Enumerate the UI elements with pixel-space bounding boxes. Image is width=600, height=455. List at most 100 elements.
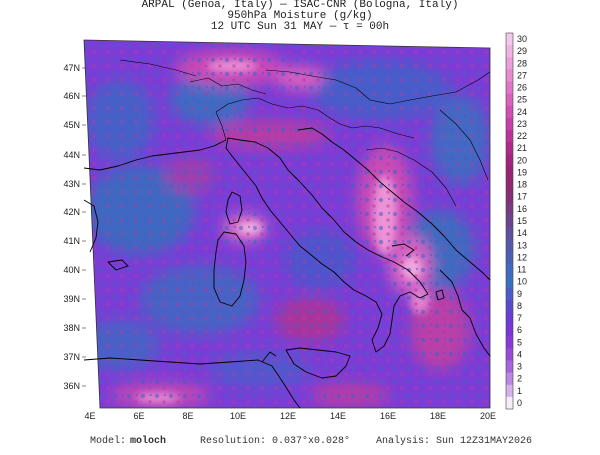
colorbar-label: 9 — [517, 289, 522, 299]
longitude-labels: 4E 6E 8E 10E 12E 14E 16E 18E 20E — [84, 411, 496, 421]
lon-label: 14E — [330, 411, 346, 421]
france-coast — [83, 139, 227, 171]
colorbar-label: 16 — [517, 204, 527, 214]
slovenia-border — [329, 117, 415, 139]
lat-label: 45N — [63, 120, 80, 130]
colorbar-swatch — [506, 360, 513, 374]
title-block: ARPAL (Genoa, Italy) — ISAC-CNR (Bologna… — [0, 0, 600, 33]
title-line-1: ARPAL (Genoa, Italy) — ISAC-CNR (Bologna… — [141, 0, 459, 11]
colorbar-swatch — [506, 287, 513, 301]
swiss-border — [189, 77, 267, 95]
colorbar-swatch — [506, 324, 513, 337]
hungary-border — [389, 71, 491, 105]
colorbar-labels: 3029282726252423222120191817161514131211… — [517, 34, 527, 408]
colorbar-label: 25 — [517, 95, 527, 105]
lon-label: 6E — [133, 411, 144, 421]
colorbar-label: 29 — [517, 46, 527, 56]
colorbar-label: 28 — [517, 58, 527, 68]
watermarks: ARPAL ARPAL ARPAL — [150, 408, 412, 419]
sardinia-coast — [213, 231, 247, 307]
lon-label: 4E — [84, 411, 95, 421]
colorbar-swatch — [506, 263, 513, 276]
colorbar-label: 7 — [517, 313, 522, 323]
colorbar-swatch — [506, 396, 513, 410]
colorbar-swatch — [506, 384, 513, 398]
colorbar-swatch — [506, 311, 513, 325]
latitude-labels: 47N 46N 45N 44N 43N 42N 41N 40N 39N 38N … — [63, 63, 80, 391]
balearic — [107, 259, 129, 271]
colorbar-label: 4 — [517, 349, 522, 359]
alpine-border — [215, 97, 331, 141]
colorbar-swatch — [506, 81, 513, 95]
title-line-3: 12 UTC Sun 31 MAY — τ = 00h — [210, 21, 390, 33]
colorbar-swatch — [506, 190, 513, 204]
colorbar-swatch — [506, 93, 513, 107]
balkan-coast — [297, 127, 491, 281]
lat-label: 47N — [63, 63, 80, 73]
colorbar-label: 14 — [517, 228, 527, 238]
lat-label: 38N — [63, 323, 80, 333]
lon-label: 16E — [380, 411, 396, 421]
lat-label: 42N — [63, 207, 80, 217]
gargano-heel — [391, 243, 415, 257]
lat-label: 40N — [63, 265, 80, 275]
colorbar-label: 18 — [517, 180, 527, 190]
colorbar-swatch — [506, 33, 513, 46]
title-line-2: 950hPa Moisture (g/kg) — [227, 10, 373, 22]
colorbar-swatch — [506, 275, 513, 289]
colorbar-label: 11 — [517, 265, 526, 275]
colorbar-swatch — [506, 166, 513, 179]
colorbar-label: 2 — [517, 374, 522, 384]
watermark-1: ARPAL — [150, 408, 182, 419]
colorbar-swatch — [506, 251, 513, 264]
lat-label: 36N — [63, 381, 80, 391]
colorbar-swatch — [506, 105, 513, 119]
bosnia-border — [365, 147, 457, 207]
watermark-3: ARPAL — [380, 408, 412, 419]
africa-coast — [83, 357, 301, 409]
italy-coast — [225, 137, 429, 353]
colorbar-swatch — [506, 372, 513, 386]
sicily-coast — [285, 347, 351, 379]
colorbar-swatch — [506, 202, 513, 216]
colorbar-label: 23 — [517, 119, 527, 129]
colorbar-label: 20 — [517, 155, 527, 165]
colorbar-swatch — [506, 214, 513, 228]
lat-label: 37N — [63, 352, 80, 362]
colorbar-swatch — [506, 45, 513, 58]
spain-coast — [83, 199, 99, 253]
lon-label: 8E — [182, 411, 193, 421]
colorbar-label: 10 — [517, 277, 527, 287]
colorbar-label: 17 — [517, 192, 527, 202]
lat-label: 41N — [63, 236, 80, 246]
colorbar-swatch — [506, 154, 513, 167]
colorbar-label: 3 — [517, 362, 522, 372]
watermark-2: ARPAL — [262, 408, 294, 419]
analysis-text: Analysis: Sun 12Z31MAY2026 — [376, 436, 533, 447]
tunisia-cape — [261, 351, 277, 363]
lat-label: 43N — [63, 179, 80, 189]
colorbar-swatch — [506, 348, 513, 361]
colorbar-label: 26 — [517, 83, 527, 93]
colorbar-label: 1 — [517, 386, 522, 396]
lon-label: 10E — [230, 411, 246, 421]
footer: Model: moloch Resolution: 0.037°x0.028° … — [0, 436, 600, 450]
colorbar-swatch — [506, 130, 513, 143]
colorbar-label: 12 — [517, 252, 527, 262]
colorbar-label: 13 — [517, 240, 527, 250]
colorbar-swatch — [506, 57, 513, 70]
coastlines — [83, 59, 491, 409]
greece-coast — [439, 269, 491, 357]
colorbar-label: 27 — [517, 70, 527, 80]
lat-label: 44N — [63, 150, 80, 160]
resolution-text: Resolution: 0.037°x0.028° — [200, 436, 351, 447]
lat-label: 46N — [63, 91, 80, 101]
corfu — [435, 289, 445, 301]
colorbar-label: 19 — [517, 167, 527, 177]
colorbar-label: 5 — [517, 337, 522, 347]
lon-label: 20E — [480, 411, 496, 421]
colorbar-label: 6 — [517, 325, 522, 335]
germany-border — [119, 59, 197, 77]
lat-label: 39N — [63, 294, 80, 304]
